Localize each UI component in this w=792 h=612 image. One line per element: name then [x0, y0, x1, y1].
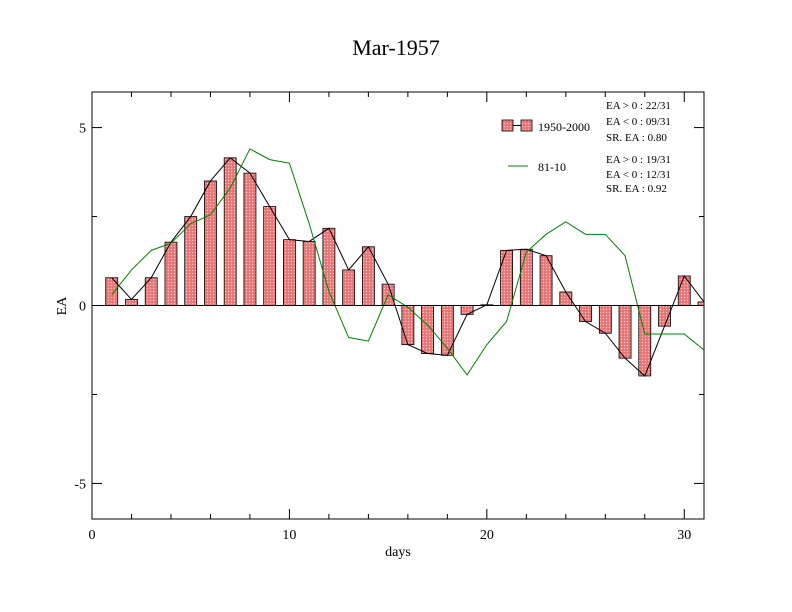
x-tick-label-10: 10 — [282, 528, 296, 543]
legend-swatch-bar-right — [520, 119, 533, 132]
legend-label-1950-2000: 1950-2000 — [538, 120, 590, 134]
legend-swatch-bar-left — [501, 119, 514, 132]
legend-label-81-10: 81-10 — [538, 160, 566, 174]
legend: 1950-2000 81-10 — [501, 119, 590, 174]
bar-day-2 — [125, 299, 138, 306]
bar-day-5 — [184, 216, 198, 306]
y-tick-label--5: -5 — [74, 477, 86, 492]
series-line-1950-2000 — [111, 157, 705, 377]
bar-day-8 — [243, 172, 257, 306]
x-axis-label: days — [385, 545, 411, 560]
bar-group — [105, 157, 705, 377]
bar-day-30 — [677, 275, 691, 306]
bar-day-27 — [618, 305, 632, 359]
chart-title: Mar-1957 — [352, 35, 440, 60]
bar-day-13 — [342, 269, 356, 306]
bar-day-10 — [283, 239, 296, 306]
bar-day-26 — [598, 305, 612, 334]
stat-ea-positive-2: EA > 0 : 19/31 — [606, 154, 671, 166]
bar-day-6 — [204, 180, 217, 306]
stat-ea-negative-1: EA < 0 : 09/31 — [606, 116, 671, 128]
bar-day-12 — [322, 227, 336, 306]
x-tick-label-30: 30 — [677, 528, 691, 543]
y-tick-label-5: 5 — [79, 122, 86, 137]
bar-day-4 — [164, 241, 178, 306]
x-tick-label-0: 0 — [89, 528, 96, 543]
stat-sr-ea-1: SR. EA : 0.80 — [606, 132, 667, 144]
y-tick-label-0: 0 — [79, 300, 86, 315]
stat-ea-negative-2: EA < 0 : 12/31 — [606, 169, 671, 181]
bar-day-25 — [579, 305, 592, 322]
x-tick-label-20: 20 — [480, 528, 494, 543]
bar-day-21 — [500, 249, 513, 306]
bar-day-9 — [263, 206, 277, 306]
stat-sr-ea-2: SR. EA : 0.92 — [606, 183, 667, 195]
bar-day-31 — [697, 301, 705, 306]
axes: 0 10 20 30 -5 0 5 — [74, 92, 704, 543]
stat-ea-positive-1: EA > 0 : 22/31 — [606, 100, 671, 112]
y-axis-label: EA — [55, 296, 70, 316]
bar-day-11 — [302, 241, 316, 306]
series-line-81-10 — [111, 148, 705, 376]
stats-annotations: EA > 0 : 22/31 EA < 0 : 09/31 SR. EA : 0… — [606, 100, 671, 195]
line-group — [111, 148, 705, 377]
bar-day-22 — [519, 248, 533, 306]
bar-day-19 — [460, 305, 474, 315]
